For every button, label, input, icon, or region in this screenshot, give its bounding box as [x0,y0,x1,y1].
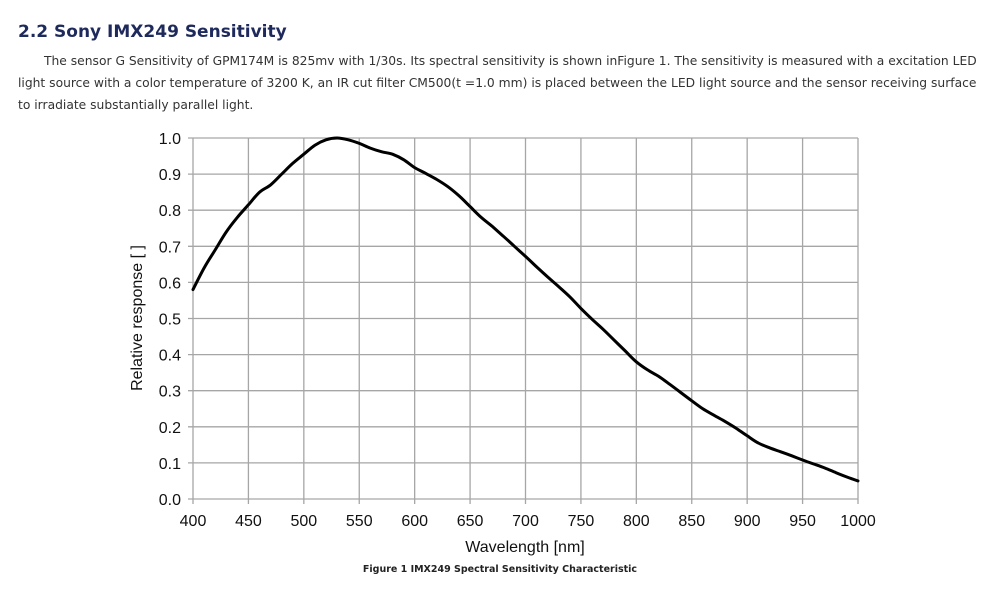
x-tick-label: 550 [346,513,373,530]
x-tick-label: 400 [180,513,207,530]
x-tick-label: 950 [789,513,816,530]
x-tick-label: 750 [568,513,595,530]
x-tick-label: 900 [734,513,761,530]
section-paragraph: The sensor G Sensitivity of GPM174M is 8… [18,54,977,112]
y-tick-label: 0.5 [159,312,181,329]
x-tick-label: 700 [512,513,539,530]
y-tick-label: 1.0 [159,131,181,148]
y-tick-label: 0.0 [159,492,181,509]
x-tick-label: 450 [235,513,262,530]
section-title: 2.2 Sony IMX249 Sensitivity [18,22,287,42]
y-tick-label: 0.1 [159,456,181,473]
y-tick-label: 0.8 [159,203,181,220]
y-tick-label: 0.6 [159,275,181,292]
x-tick-label: 850 [678,513,705,530]
x-tick-label: 650 [457,513,484,530]
y-tick-label: 0.9 [159,167,181,184]
series-line-imx249 [191,136,860,483]
figure-caption: Figure 1 IMX249 Spectral Sensitivity Cha… [362,564,638,575]
y-tick-label: 0.2 [159,420,181,437]
grid [188,137,859,504]
x-tick-label: 1000 [840,513,876,530]
y-axis-label: Relative response [ ] [129,245,146,391]
x-axis-label: Wavelength [nm] [465,539,584,556]
x-tick-label: 800 [623,513,650,530]
x-tick-label: 500 [290,513,317,530]
y-tick-label: 0.4 [159,348,181,365]
x-axis-ticks: 400 450 500 550 600 650 700 750 800 850 900 950 1000 [180,513,876,530]
x-tick-label: 600 [401,513,428,530]
y-tick-label: 0.7 [159,239,181,256]
y-axis-ticks: 0.0 0.1 0.2 0.3 0.4 0.5 0.6 0.7 0.8 0.9 1.0 [159,131,181,509]
y-tick-label: 0.3 [159,384,181,401]
